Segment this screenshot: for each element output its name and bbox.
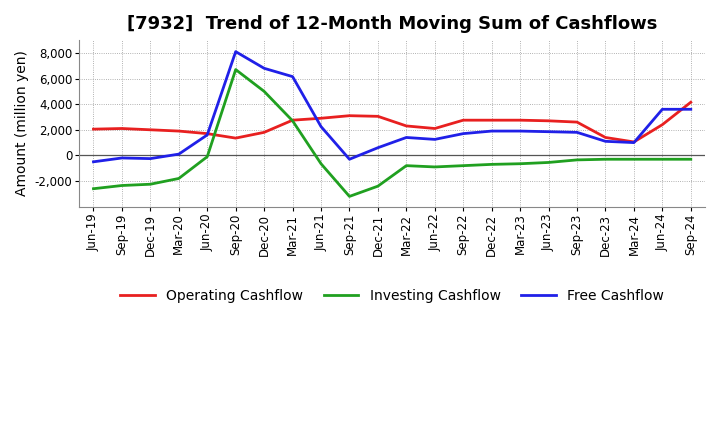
Investing Cashflow: [658, 157, 667, 162]
Free Cashflow: [658, 106, 667, 112]
Investing Cashflow: [459, 163, 467, 168]
Free Cashflow: [601, 139, 610, 144]
Investing Cashflow: [146, 182, 155, 187]
Investing Cashflow: [402, 163, 410, 168]
Free Cashflow: [402, 135, 410, 140]
Investing Cashflow: [89, 186, 98, 191]
Investing Cashflow: [516, 161, 524, 166]
Investing Cashflow: [288, 118, 297, 124]
Title: [7932]  Trend of 12-Month Moving Sum of Cashflows: [7932] Trend of 12-Month Moving Sum of C…: [127, 15, 657, 33]
Line: Free Cashflow: Free Cashflow: [94, 51, 690, 162]
Investing Cashflow: [572, 157, 581, 162]
Operating Cashflow: [487, 117, 496, 123]
Investing Cashflow: [317, 161, 325, 166]
Operating Cashflow: [288, 117, 297, 123]
Operating Cashflow: [203, 131, 212, 136]
Free Cashflow: [317, 124, 325, 129]
Investing Cashflow: [231, 67, 240, 72]
Free Cashflow: [117, 155, 126, 161]
Free Cashflow: [203, 132, 212, 138]
Operating Cashflow: [601, 135, 610, 140]
Investing Cashflow: [374, 183, 382, 189]
Investing Cashflow: [431, 164, 439, 169]
Free Cashflow: [345, 157, 354, 162]
Free Cashflow: [374, 145, 382, 150]
Operating Cashflow: [629, 139, 638, 145]
Y-axis label: Amount (million yen): Amount (million yen): [15, 51, 29, 196]
Operating Cashflow: [686, 99, 695, 105]
Investing Cashflow: [260, 89, 269, 94]
Operating Cashflow: [658, 122, 667, 127]
Investing Cashflow: [686, 157, 695, 162]
Free Cashflow: [629, 140, 638, 145]
Free Cashflow: [146, 156, 155, 161]
Free Cashflow: [572, 130, 581, 135]
Operating Cashflow: [260, 130, 269, 135]
Investing Cashflow: [544, 160, 553, 165]
Operating Cashflow: [431, 126, 439, 131]
Investing Cashflow: [203, 154, 212, 159]
Free Cashflow: [174, 151, 183, 157]
Free Cashflow: [686, 106, 695, 112]
Line: Investing Cashflow: Investing Cashflow: [94, 70, 690, 196]
Operating Cashflow: [231, 136, 240, 141]
Operating Cashflow: [572, 119, 581, 125]
Operating Cashflow: [544, 118, 553, 124]
Free Cashflow: [487, 128, 496, 134]
Operating Cashflow: [146, 127, 155, 132]
Operating Cashflow: [374, 114, 382, 119]
Operating Cashflow: [89, 127, 98, 132]
Free Cashflow: [431, 137, 439, 142]
Operating Cashflow: [117, 126, 126, 131]
Investing Cashflow: [629, 157, 638, 162]
Operating Cashflow: [459, 117, 467, 123]
Investing Cashflow: [174, 176, 183, 181]
Investing Cashflow: [117, 183, 126, 188]
Free Cashflow: [544, 129, 553, 134]
Operating Cashflow: [516, 117, 524, 123]
Investing Cashflow: [487, 162, 496, 167]
Investing Cashflow: [345, 194, 354, 199]
Line: Operating Cashflow: Operating Cashflow: [94, 102, 690, 142]
Free Cashflow: [89, 159, 98, 165]
Free Cashflow: [516, 128, 524, 134]
Operating Cashflow: [402, 123, 410, 128]
Legend: Operating Cashflow, Investing Cashflow, Free Cashflow: Operating Cashflow, Investing Cashflow, …: [114, 283, 670, 308]
Operating Cashflow: [345, 113, 354, 118]
Operating Cashflow: [174, 128, 183, 134]
Free Cashflow: [459, 131, 467, 136]
Free Cashflow: [260, 66, 269, 71]
Investing Cashflow: [601, 157, 610, 162]
Free Cashflow: [231, 49, 240, 54]
Free Cashflow: [288, 74, 297, 79]
Operating Cashflow: [317, 116, 325, 121]
